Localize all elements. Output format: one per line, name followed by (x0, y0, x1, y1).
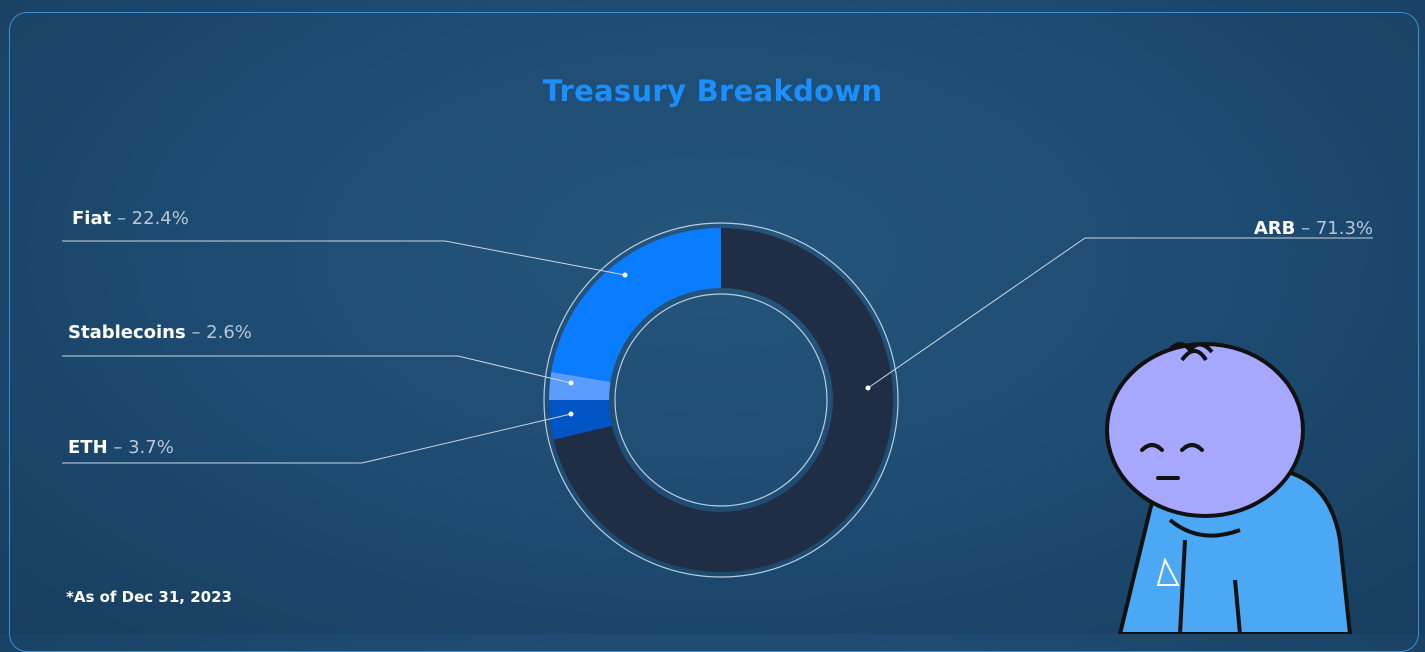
inner-ring (614, 293, 828, 507)
leader-dot (568, 380, 574, 386)
chart (62, 222, 1373, 634)
slice-label: Stablecoins2.6% (68, 322, 252, 343)
donut-slice (549, 372, 611, 400)
slice-label: ETH3.7% (68, 437, 174, 458)
donut (549, 228, 893, 572)
chart-title: Treasury Breakdown (542, 74, 883, 108)
slice-label: ARB71.3% (1254, 218, 1373, 239)
outer-ring (543, 222, 899, 578)
slice-label: Fiat22.4% (72, 208, 189, 229)
slice-name: ETH (68, 437, 108, 458)
leader-dot (622, 272, 628, 278)
donut-slice (553, 228, 893, 572)
leader-line (62, 240, 626, 276)
leader-dot (865, 385, 871, 391)
slice-value: 22.4% (111, 208, 189, 229)
mascot (1105, 342, 1353, 634)
slice-value: 2.6% (186, 322, 252, 343)
slice-value: 71.3% (1295, 218, 1373, 239)
leader-dot (568, 411, 574, 417)
leader-line (62, 355, 572, 384)
leader-line (867, 237, 1373, 389)
slice-name: ARB (1253, 218, 1296, 239)
slice-name: Fiat (72, 208, 112, 229)
donut-slice (549, 400, 613, 440)
leader-line (62, 413, 572, 464)
slice-value: 3.7% (108, 437, 174, 458)
footnote: *As of Dec 31, 2023 (66, 588, 232, 606)
slice-name: Stablecoins (68, 322, 186, 343)
donut-slice (551, 228, 721, 382)
